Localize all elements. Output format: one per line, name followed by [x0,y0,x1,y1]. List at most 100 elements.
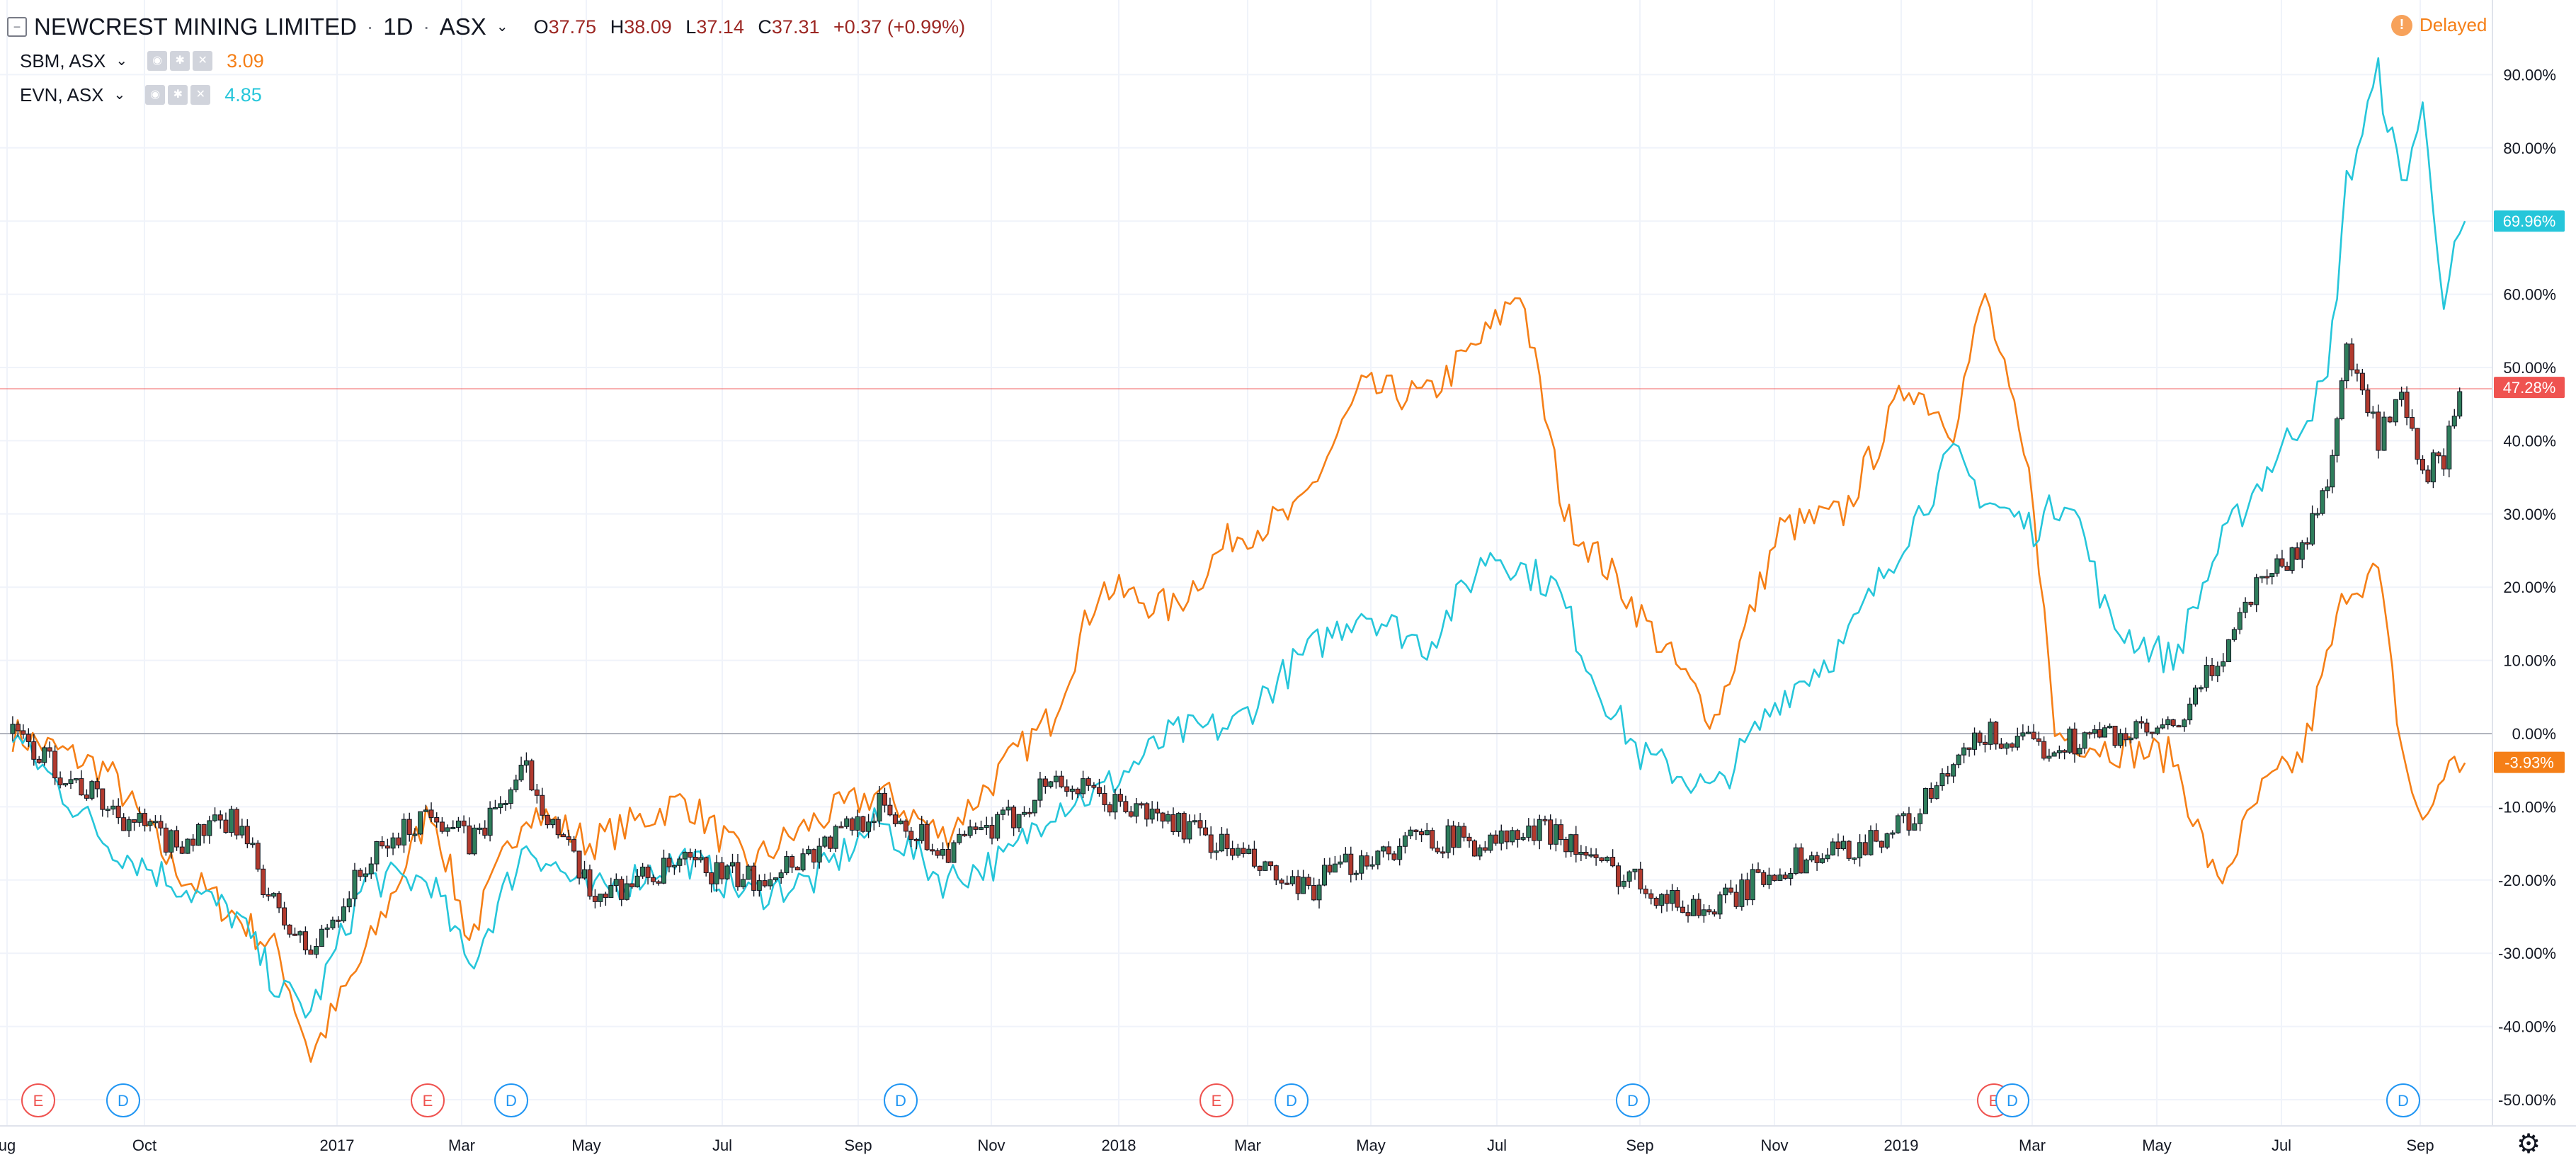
symbol-title[interactable]: NEWCREST MINING LIMITED [34,13,357,40]
candle [1573,826,1579,863]
candle [276,891,282,913]
candle [724,864,730,880]
eye-icon[interactable]: ◉ [145,85,166,105]
candle [358,867,363,882]
candle [25,728,31,747]
interval-label[interactable]: 1D [383,13,414,40]
candle [592,889,598,908]
candle [396,832,401,849]
candle [1998,738,2004,750]
candle [1424,823,1430,836]
candle [31,734,37,766]
candle [534,784,540,804]
candle [967,819,973,838]
candle [2376,404,2381,459]
event-marker-label: E [33,1092,44,1110]
candle [2165,716,2171,730]
candle [1563,836,1569,858]
gear-icon[interactable]: ✱ [168,85,188,105]
dividend-marker[interactable]: D [884,1083,918,1117]
price-label-badge: -3.93% [2494,751,2565,773]
candle [1733,884,1739,909]
series-options: ◉ ✱ ✕ [147,51,213,71]
candle [1338,855,1343,868]
candle [1739,873,1745,911]
candle [555,816,561,839]
candle [709,872,714,893]
x-tick-label: 2017 [320,1137,355,1154]
dividend-marker[interactable]: D [1616,1083,1650,1117]
candle [2198,685,2204,693]
delayed-indicator[interactable]: ! Delayed [2391,14,2487,36]
candle [2310,505,2315,546]
y-tick-label: 0.00% [2512,725,2556,743]
series-line-sbm[interactable] [11,292,2466,1063]
close-icon[interactable]: ✕ [193,51,213,71]
candle [740,873,746,889]
exchange-label[interactable]: ASX [439,13,486,40]
candle [2425,465,2431,484]
compare-symbol[interactable]: EVN, ASX [20,84,104,106]
candle [1993,721,1999,750]
chevron-down-icon[interactable]: ⌄ [113,87,126,103]
candle [1922,787,1928,814]
eye-icon[interactable]: ◉ [147,51,168,71]
candle [292,927,297,936]
candle [2231,627,2237,642]
candle [1917,808,1923,831]
close-icon[interactable]: ✕ [190,85,211,105]
candle [1048,780,1054,789]
dividend-marker[interactable]: D [2386,1083,2420,1117]
candle [790,854,795,873]
earnings-marker[interactable]: E [1199,1083,1233,1117]
candle [105,806,110,818]
candle [919,816,925,844]
candle [1777,868,1783,882]
candles-layer [10,338,2463,959]
candle [1632,868,1638,880]
candle [1659,893,1665,913]
time-axis[interactable]: ug Oct 2017 Mar May Jul Sep Nov 2018 Mar May Jul Sep… [0,1137,2434,1154]
earnings-marker[interactable]: E [411,1083,445,1117]
series-line-evn[interactable] [11,57,2466,1019]
candle [1988,718,1993,750]
dividend-marker[interactable]: D [1995,1083,2029,1117]
earnings-marker[interactable]: E [21,1083,55,1117]
price-label-badge: 47.28% [2494,377,2565,399]
candle [2144,718,2150,736]
chevron-down-icon[interactable]: ⌄ [115,53,128,69]
x-tick-label: Mar [448,1137,475,1154]
collapse-legend-icon[interactable]: − [7,17,27,37]
event-marker-label: D [1286,1092,1297,1110]
dividend-marker[interactable]: D [1275,1083,1309,1117]
candle [882,787,887,813]
candle [2087,731,2092,739]
chart-grid [0,0,2492,1126]
settings-gear-icon[interactable]: ⚙ [2517,1129,2541,1159]
candle [1263,860,1268,871]
chevron-down-icon[interactable]: ⌄ [496,19,508,35]
dividend-marker[interactable]: D [106,1083,140,1117]
candle [1149,801,1155,824]
candle [1445,819,1451,859]
candle [2182,718,2187,732]
candle [2330,449,2335,494]
candle [1037,771,1043,808]
candle [1553,818,1558,852]
candle [1027,807,1032,818]
dividend-marker[interactable]: D [494,1083,528,1117]
candle [1782,872,1788,880]
candle [1461,822,1467,842]
candle [1053,770,1059,789]
price-labels: 69.96% 47.28% -3.93% [2494,210,2565,773]
candle [2420,455,2425,474]
candle [1059,770,1064,789]
candle [137,806,142,827]
candle [401,813,406,853]
compare-symbol[interactable]: SBM, ASX [20,50,106,72]
candle [822,835,828,848]
candle [984,816,989,836]
candle [384,838,390,858]
gear-icon[interactable]: ✱ [170,51,190,71]
